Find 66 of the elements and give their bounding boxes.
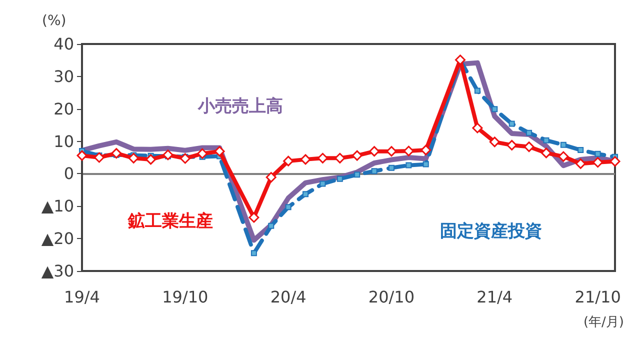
x-axis-title: (年/月) — [583, 315, 624, 330]
point — [371, 168, 378, 174]
point — [420, 144, 432, 156]
point — [403, 146, 414, 156]
point — [320, 180, 326, 187]
point — [406, 162, 412, 168]
point — [180, 153, 190, 164]
point — [354, 172, 360, 178]
y-tick-label: ▲10 — [41, 196, 74, 216]
y-axis-title: (%) — [42, 13, 66, 29]
text: 固定資産投資 — [440, 222, 542, 242]
x-tick-label: 20/4 — [270, 288, 306, 306]
point — [214, 146, 225, 157]
y-tick-label: ▲30 — [41, 262, 74, 280]
point — [300, 154, 311, 165]
y-tick-label: 30 — [54, 66, 74, 86]
point — [526, 130, 532, 136]
point — [474, 88, 480, 94]
point — [578, 147, 584, 154]
x-tick-label: 19/10 — [162, 288, 208, 306]
point — [128, 152, 139, 164]
y-tick-label: 10 — [54, 132, 74, 151]
point — [489, 136, 500, 148]
point — [560, 142, 566, 148]
y-tick-label: 40 — [54, 34, 74, 54]
series-label: 小売売上高 — [197, 96, 283, 116]
x-tick-label: 21/4 — [476, 288, 513, 306]
point — [76, 150, 88, 161]
x-tick-label: 21/10 — [574, 288, 621, 306]
point — [594, 150, 601, 157]
point — [268, 222, 274, 229]
y-tick-label: 0 — [64, 164, 74, 184]
point — [283, 156, 294, 166]
y-tick-label: 20 — [54, 99, 74, 118]
point — [543, 137, 550, 144]
series-label: 鉱工業生産 — [127, 212, 213, 232]
point — [317, 152, 328, 164]
point — [266, 172, 276, 183]
point — [197, 148, 208, 159]
point — [524, 142, 534, 152]
point — [336, 176, 343, 182]
point — [386, 146, 397, 157]
x-tick-label: 19/4 — [64, 288, 100, 306]
point — [146, 154, 156, 165]
point — [334, 152, 346, 164]
point — [575, 158, 586, 169]
y-tick-label: ▲20 — [41, 229, 74, 248]
point — [111, 148, 122, 159]
point — [285, 204, 292, 210]
point — [558, 151, 569, 162]
point — [506, 140, 518, 150]
point — [610, 156, 620, 167]
point — [248, 212, 260, 223]
point — [162, 150, 174, 160]
point — [592, 157, 604, 168]
point — [540, 148, 552, 158]
point — [388, 164, 394, 171]
point — [492, 106, 498, 112]
point — [508, 120, 515, 127]
point — [472, 122, 483, 134]
point — [250, 250, 257, 256]
x-tick-label: 20/10 — [368, 288, 415, 306]
point — [422, 161, 429, 168]
point — [94, 152, 104, 163]
point — [302, 191, 309, 198]
point — [352, 150, 362, 161]
